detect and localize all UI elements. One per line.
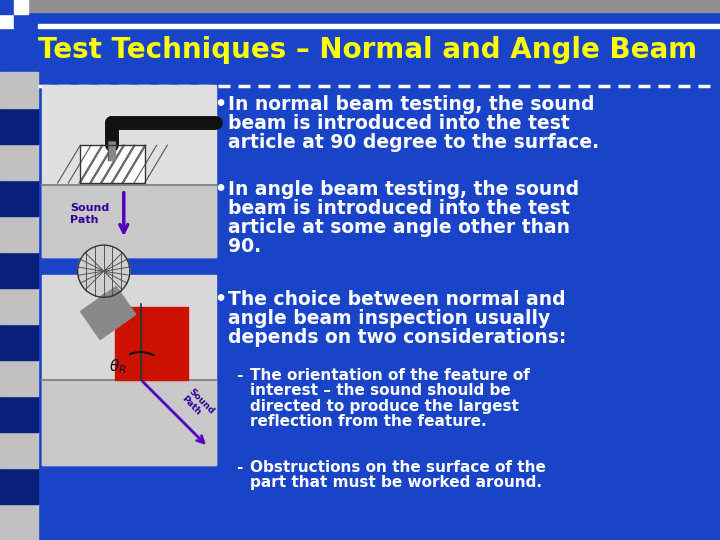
Bar [81,145,145,183]
Bar [14,14,28,28]
Text: -: - [236,460,243,475]
Bar [115,307,188,380]
Text: article at 90 degree to the surface.: article at 90 degree to the surface. [228,133,599,152]
Text: Obstructions on the surface of the: Obstructions on the surface of the [250,460,546,475]
Text: 90.: 90. [228,237,261,256]
Bar [81,145,145,183]
Bar [0,28,720,72]
Bar [42,275,216,465]
Bar [42,85,216,257]
Bar [0,324,38,360]
Bar [0,180,38,216]
Bar [0,14,14,28]
Bar [0,396,38,432]
Bar [0,144,38,180]
Text: •: • [214,180,226,199]
Bar [0,216,38,252]
Text: Test Techniques – Normal and Angle Beam: Test Techniques – Normal and Angle Beam [38,36,697,64]
Bar [0,468,38,504]
Text: beam is introduced into the test: beam is introduced into the test [228,199,570,218]
Bar [0,504,38,540]
Bar [0,72,38,108]
Text: directed to produce the largest: directed to produce the largest [250,399,519,414]
Bar [0,288,38,324]
Text: The orientation of the feature of: The orientation of the feature of [250,368,530,383]
Text: -: - [236,368,243,383]
Text: Sound
Path: Sound Path [70,203,109,225]
Bar [0,0,720,12]
Text: article at some angle other than: article at some angle other than [228,218,570,237]
Text: •: • [214,95,226,114]
Text: $\theta_R$: $\theta_R$ [109,357,127,376]
Text: depends on two considerations:: depends on two considerations: [228,328,567,347]
Text: part that must be worked around.: part that must be worked around. [250,475,542,490]
Circle shape [78,245,130,298]
Bar [0,108,38,144]
Text: In normal beam testing, the sound: In normal beam testing, the sound [228,95,595,114]
Text: Sound
Path: Sound Path [179,387,216,423]
Bar [0,0,14,14]
Text: The choice between normal and: The choice between normal and [228,290,566,309]
Text: •: • [214,290,226,309]
Bar [14,0,28,14]
Bar [42,380,216,465]
Text: beam is introduced into the test: beam is introduced into the test [228,114,570,133]
Bar [0,360,38,396]
Text: angle beam inspection usually: angle beam inspection usually [228,309,550,328]
Polygon shape [81,287,136,340]
Bar [0,252,38,288]
Bar [38,24,720,28]
Text: interest – the sound should be: interest – the sound should be [250,383,510,399]
Text: reflection from the feature.: reflection from the feature. [250,414,487,429]
Bar [0,432,38,468]
Bar [42,185,216,257]
Text: In angle beam testing, the sound: In angle beam testing, the sound [228,180,579,199]
